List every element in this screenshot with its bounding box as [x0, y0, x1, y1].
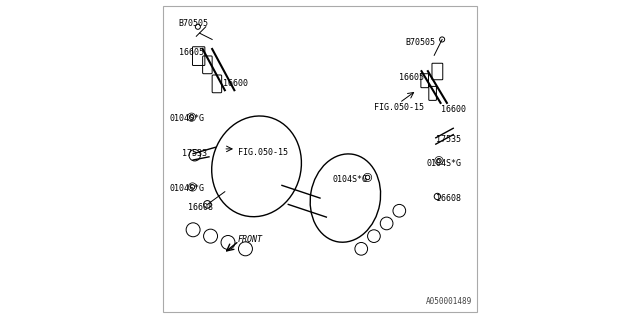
- Text: 16608: 16608: [436, 194, 461, 203]
- Text: B70505: B70505: [179, 19, 209, 28]
- Text: FIG.050-15: FIG.050-15: [374, 103, 424, 112]
- Text: 0104S*G: 0104S*G: [170, 114, 204, 123]
- Text: FIG.050-15: FIG.050-15: [237, 148, 287, 156]
- Text: 0104S*G: 0104S*G: [170, 184, 204, 193]
- Text: B70505: B70505: [406, 38, 436, 47]
- Text: 16600: 16600: [440, 105, 465, 114]
- Text: 16605: 16605: [179, 48, 204, 57]
- Text: A050001489: A050001489: [426, 297, 472, 306]
- Text: FRONT: FRONT: [237, 235, 262, 244]
- Text: 16608: 16608: [188, 203, 213, 212]
- Text: 16605: 16605: [399, 73, 424, 82]
- Text: 16600: 16600: [223, 79, 248, 88]
- Text: 17533: 17533: [182, 149, 207, 158]
- Text: 0104S*G: 0104S*G: [333, 174, 368, 184]
- Text: 0104S*G: 0104S*G: [426, 159, 461, 168]
- Text: 17535: 17535: [436, 135, 461, 144]
